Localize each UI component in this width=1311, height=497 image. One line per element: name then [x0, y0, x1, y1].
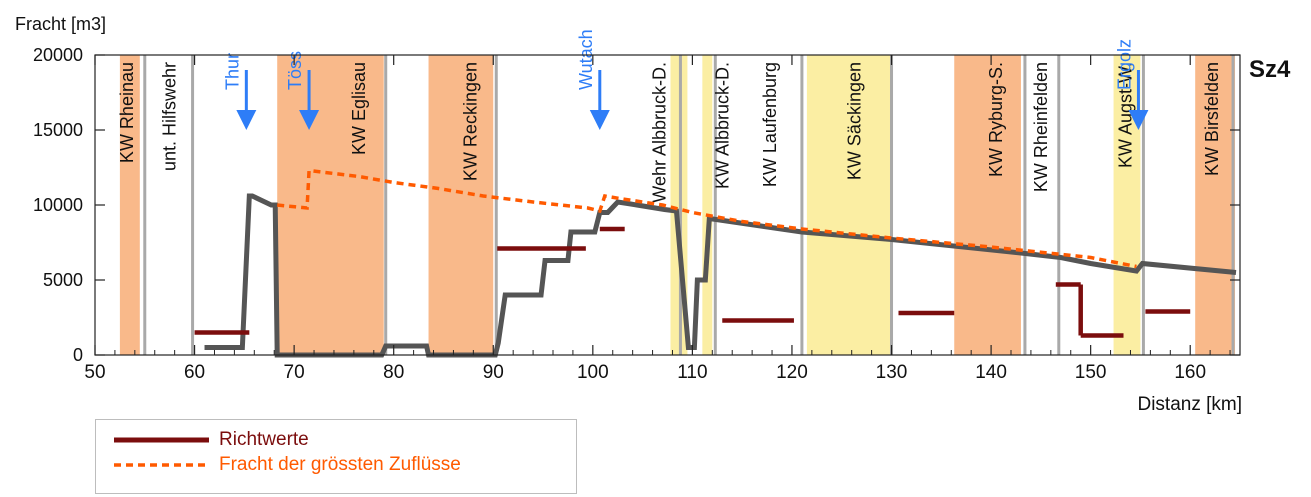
x-tick-label-1: 60	[184, 362, 205, 383]
x-tick-label-7: 120	[776, 362, 808, 383]
axes-layer: 0 5000 10000 15000 20000 50 60 70 80 90 100 110 120 1…	[33, 45, 1240, 383]
x-tick-label-9: 140	[975, 362, 1007, 383]
x-axis-label: Distanz [km]	[1137, 394, 1242, 415]
tributary-label-2: Wutach	[576, 29, 596, 90]
y-tick-label-1: 5000	[43, 270, 83, 290]
legend-label-fracht-zufluesse: Fracht der grössten Zuflüsse	[219, 454, 461, 475]
dam-lines-layer	[143, 55, 1235, 355]
bands-layer	[119, 55, 1236, 355]
tributary-label-1: Töss	[285, 51, 305, 90]
tributary-arrow-head-1	[299, 110, 320, 130]
band-orange-0	[119, 55, 140, 355]
tributary-arrow-head-3	[1128, 110, 1149, 130]
x-tick-label-11: 160	[1174, 362, 1206, 383]
dam-label-4: Wehr Albbruck-D.	[650, 62, 670, 203]
y-tick-label-3: 15000	[33, 120, 83, 140]
x-tick-label-3: 80	[383, 362, 404, 383]
y-tick-label-2: 10000	[33, 195, 83, 215]
legend-label-richtwerte: Richtwerte	[219, 429, 309, 450]
x-tick-label-4: 90	[483, 362, 504, 383]
band-orange-8	[1195, 55, 1236, 355]
x-tick-label-5: 100	[577, 362, 609, 383]
band-yellow-5	[806, 55, 892, 355]
dam-label-3: KW Reckingen	[460, 62, 480, 181]
legend: Richtwerte Fracht der grössten Zuflüsse	[95, 419, 577, 494]
band-orange-6	[954, 55, 1021, 355]
legend-swatch-fracht-zufluesse	[114, 463, 209, 467]
legend-swatch-richtwerte	[114, 437, 209, 443]
tributary-arrows-layer: Thur Töss Wutach Ergolz	[222, 29, 1149, 130]
chart-title: Sz4	[1249, 56, 1291, 83]
tributary-label-3: Ergolz	[1114, 39, 1134, 90]
dam-labels-layer: KW Rheinau unt. Hilfswehr KW Eglisau KW Rec…	[117, 62, 1222, 203]
dam-label-5: KW Albbruck-D.	[712, 62, 732, 189]
band-yellow-7	[1113, 55, 1141, 355]
dam-label-6: KW Laufenburg	[760, 62, 780, 187]
dam-label-7: KW Säckingen	[845, 62, 865, 180]
x-tick-label-0: 50	[84, 362, 105, 383]
band-orange-1	[277, 55, 384, 355]
x-tick-label-10: 150	[1075, 362, 1107, 383]
dam-label-10: KW Augst-W.	[1116, 62, 1136, 168]
dam-label-11: KW Birsfelden	[1202, 62, 1222, 176]
tributary-label-0: Thur	[222, 53, 242, 90]
x-tick-label-8: 130	[876, 362, 908, 383]
dam-label-9: KW Rheinfelden	[1031, 62, 1051, 192]
tributary-arrow-head-0	[236, 110, 257, 130]
dam-label-8: KW Ryburg-S.	[986, 62, 1006, 177]
y-axis-label: Fracht [m3]	[15, 14, 106, 34]
dam-label-1: unt. Hilfswehr	[160, 62, 180, 171]
band-orange-2	[428, 55, 494, 355]
y-tick-label-4: 20000	[33, 45, 83, 65]
tributary-arrow-head-2	[589, 110, 610, 130]
x-tick-label-2: 70	[284, 362, 305, 383]
legend-item-richtwerte: Richtwerte	[114, 428, 309, 452]
dam-label-0: KW Rheinau	[117, 62, 137, 163]
dam-label-2: KW Eglisau	[349, 62, 369, 155]
series-fracht-zufluesse-line	[277, 168, 1137, 269]
x-tick-label-6: 110	[677, 362, 707, 383]
legend-item-fracht-zufluesse: Fracht der grössten Zuflüsse	[114, 453, 461, 477]
y-tick-label-0: 0	[73, 345, 83, 365]
band-yellow-4	[702, 55, 713, 355]
